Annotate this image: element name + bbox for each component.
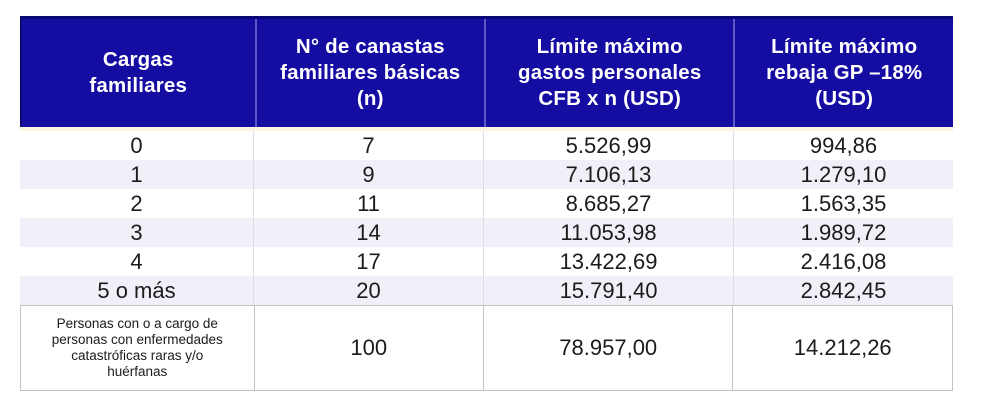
cell-limite-gastos: 13.422,69	[483, 247, 733, 276]
cell-canastas: 7	[253, 131, 483, 160]
table-row-4: 4 17 13.422,69 2.416,08	[20, 247, 953, 276]
table-row-0: 0 7 5.526,99 994,86	[20, 131, 953, 160]
cell-cargas: 3	[130, 219, 143, 245]
cell-cargas: 1	[130, 161, 143, 187]
cell-limite-rebaja: 1.989,72	[733, 218, 953, 247]
cell-cargas: 2	[130, 190, 143, 216]
cell-limite-rebaja: 1.563,35	[733, 189, 953, 218]
cell-limite-rebaja: 2.842,45	[733, 276, 953, 305]
cell-limite-gastos: 8.685,27	[483, 189, 733, 218]
cell-canastas: 20	[253, 276, 483, 305]
cell-canastas: 9	[253, 160, 483, 189]
cell-limite-gastos: 78.957,00	[483, 306, 732, 390]
cell-canastas: 100	[253, 306, 484, 390]
cell-limite-rebaja: 2.416,08	[733, 247, 953, 276]
header-limite-rebaja-gp: Límite máximo rebaja GP –18% (USD)	[733, 19, 953, 127]
cell-limite-gastos: 7.106,13	[483, 160, 733, 189]
header-canastas-basicas: N° de canastas familiares básicas (n)	[254, 19, 485, 127]
cell-limite-gastos: 11.053,98	[483, 218, 733, 247]
cell-limite-gastos: 5.526,99	[483, 131, 733, 160]
deduction-limits-table: Cargas familiares N° de canastas familia…	[20, 16, 953, 391]
header-separator	[20, 127, 953, 131]
cell-limite-rebaja: 14.212,26	[732, 306, 952, 390]
header-cargas-familiares: Cargas familiares	[89, 48, 188, 97]
table-row-3: 3 14 11.053,98 1.989,72	[20, 218, 953, 247]
cell-canastas: 17	[253, 247, 483, 276]
cell-limite-rebaja: 1.279,10	[733, 160, 953, 189]
table-header-row: Cargas familiares N° de canastas familia…	[20, 16, 953, 127]
table-row-2: 2 11 8.685,27 1.563,35	[20, 189, 953, 218]
cell-canastas: 14	[253, 218, 483, 247]
cell-cargas: 5 o más	[97, 277, 176, 303]
table-row-1: 1 9 7.106,13 1.279,10	[20, 160, 953, 189]
cell-canastas: 11	[253, 189, 483, 218]
cell-limite-gastos: 15.791,40	[483, 276, 733, 305]
cell-cargas: 4	[130, 248, 143, 274]
table-row-5: 5 o más 20 15.791,40 2.842,45	[20, 276, 953, 305]
cell-cargas: 0	[130, 132, 143, 158]
table-row-6: Personas con o a cargo de personas con e…	[20, 305, 953, 391]
header-limite-gastos-personales: Límite máximo gastos personales CFB x n …	[484, 19, 733, 127]
cell-limite-rebaja: 994,86	[733, 131, 953, 160]
cell-cargas: Personas con o a cargo de personas con e…	[51, 316, 223, 379]
